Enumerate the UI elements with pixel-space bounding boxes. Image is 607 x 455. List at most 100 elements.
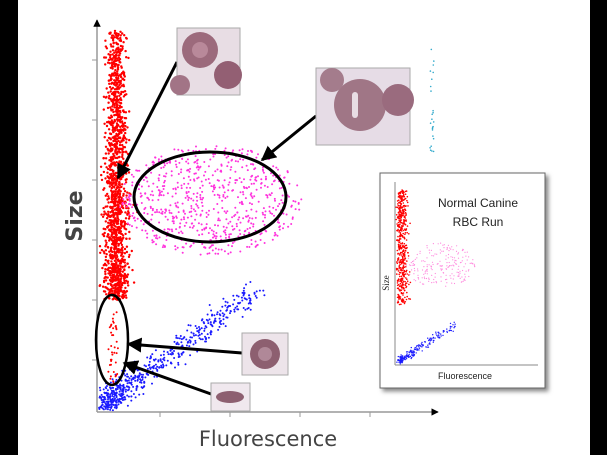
dot xyxy=(106,147,109,151)
dot xyxy=(260,186,262,189)
dot xyxy=(128,215,131,218)
dot xyxy=(130,390,133,393)
dot xyxy=(109,211,112,214)
dot xyxy=(112,215,115,219)
dot xyxy=(126,375,129,378)
dot xyxy=(449,247,451,249)
dot xyxy=(396,223,398,225)
dot xyxy=(117,289,120,292)
dot xyxy=(400,357,402,359)
dot xyxy=(452,249,454,251)
dot xyxy=(222,195,225,198)
dot xyxy=(118,60,121,64)
dot xyxy=(119,34,122,37)
dot xyxy=(115,34,118,38)
dot xyxy=(106,393,109,396)
dot xyxy=(402,271,404,274)
dot xyxy=(403,229,405,232)
dot xyxy=(403,301,406,303)
dot xyxy=(108,236,111,239)
dot xyxy=(187,196,190,199)
dot xyxy=(116,98,120,102)
dot xyxy=(104,245,107,248)
dot xyxy=(109,200,113,204)
dot xyxy=(201,233,204,236)
dot xyxy=(211,190,214,193)
dot xyxy=(200,319,203,322)
dot xyxy=(116,151,119,154)
dot xyxy=(207,336,210,339)
dot xyxy=(440,268,442,270)
dot xyxy=(452,256,454,258)
dot xyxy=(432,263,434,266)
dot xyxy=(259,233,262,236)
dot xyxy=(397,278,400,280)
dot xyxy=(136,385,139,388)
dot xyxy=(204,335,206,338)
dot xyxy=(402,259,405,261)
dot xyxy=(217,179,220,182)
dot xyxy=(111,62,114,65)
dot xyxy=(423,276,425,278)
dot xyxy=(115,42,119,45)
dot xyxy=(132,385,135,388)
dot xyxy=(104,407,107,410)
dot xyxy=(239,250,242,253)
dot xyxy=(119,36,122,40)
dot xyxy=(216,313,218,316)
dot xyxy=(183,336,186,339)
dot xyxy=(121,47,124,50)
dot xyxy=(113,114,116,117)
dot xyxy=(453,282,456,285)
dot xyxy=(112,55,116,59)
dot xyxy=(287,225,290,228)
dot xyxy=(454,323,456,325)
dot xyxy=(104,270,107,273)
dot xyxy=(104,406,107,409)
dot xyxy=(192,149,195,152)
dot xyxy=(461,276,463,278)
dot xyxy=(457,275,459,277)
dot xyxy=(148,366,151,369)
dot xyxy=(114,238,117,242)
dot xyxy=(200,327,203,330)
dot xyxy=(408,233,410,235)
dot xyxy=(398,211,400,214)
dot xyxy=(121,389,124,392)
dot xyxy=(128,381,131,384)
dot xyxy=(423,341,426,343)
dot xyxy=(401,247,403,249)
dot xyxy=(203,228,206,231)
dot xyxy=(197,206,200,209)
dot xyxy=(111,209,114,212)
dot xyxy=(120,282,123,285)
dot xyxy=(146,180,149,183)
dot xyxy=(411,355,414,357)
dot xyxy=(421,341,423,344)
dot xyxy=(158,221,161,224)
dot xyxy=(126,126,129,129)
dot xyxy=(246,153,249,156)
dot xyxy=(417,268,419,270)
dot xyxy=(125,141,128,144)
dot xyxy=(401,207,403,209)
dot xyxy=(242,193,245,196)
dot xyxy=(117,210,120,213)
dot xyxy=(113,251,117,255)
dot xyxy=(254,240,257,243)
dot xyxy=(119,388,122,391)
dot xyxy=(113,247,116,251)
dot xyxy=(440,333,442,335)
dot xyxy=(111,403,113,406)
dot xyxy=(123,281,127,285)
dot xyxy=(419,250,421,252)
dot xyxy=(107,233,110,236)
dot xyxy=(216,168,219,171)
dot xyxy=(107,210,110,213)
dot xyxy=(189,186,192,189)
dot xyxy=(277,168,279,171)
dot xyxy=(404,246,406,249)
dot xyxy=(403,269,406,272)
dot xyxy=(402,294,404,296)
dot xyxy=(106,225,109,229)
